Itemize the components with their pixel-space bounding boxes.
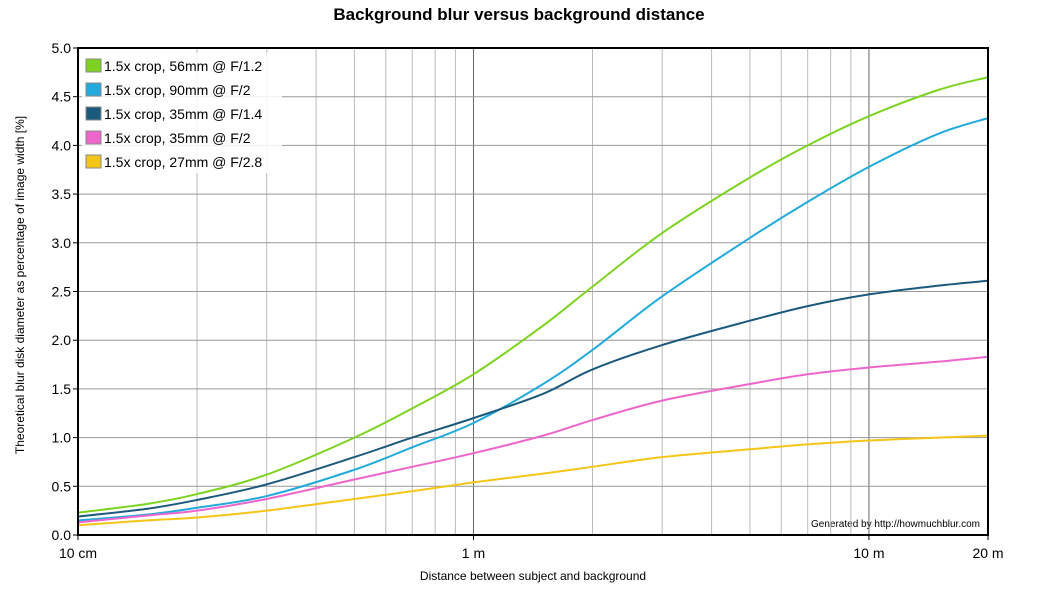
- y-tick-label: 3.5: [52, 186, 72, 202]
- series-line: [77, 279, 989, 518]
- y-tick-label: 5.0: [52, 40, 72, 56]
- x-tick-label: 1 m: [462, 545, 485, 561]
- plot-frame: [77, 47, 989, 536]
- x-tick-label: 20 m: [972, 545, 1003, 561]
- legend-swatch: [85, 154, 102, 169]
- legend-swatch: [85, 58, 102, 73]
- legend-label: 1.5x crop, 27mm @ F/2.8: [104, 154, 262, 170]
- legend-swatch: [85, 82, 102, 97]
- series-line: [77, 76, 989, 514]
- series-lines: [77, 76, 989, 527]
- y-tick-label: 3.0: [52, 235, 72, 251]
- chart-title: Background blur versus background distan…: [333, 5, 705, 24]
- credit-text: Generated by http://howmuchblur.com: [811, 519, 980, 530]
- series-line: [77, 117, 989, 522]
- y-tick-label: 1.5: [52, 381, 72, 397]
- y-tick-label: 1.0: [52, 430, 72, 446]
- y-tick-label: 2.5: [52, 284, 72, 300]
- x-tick-label: 10 cm: [59, 545, 97, 561]
- y-tick-label: 2.0: [52, 332, 72, 348]
- legend-label: 1.5x crop, 35mm @ F/1.4: [104, 106, 262, 122]
- legend-background: [82, 53, 282, 173]
- legend-label: 1.5x crop, 90mm @ F/2: [104, 82, 251, 98]
- legend-label: 1.5x crop, 35mm @ F/2: [104, 130, 251, 146]
- axis-ticks: 0.0 0.5 1.0 1.5 2.0 2.5 3.0 3.5 4.0 4.5 5.0 10 cm 1 …: [52, 40, 1004, 561]
- y-tick-label: 4.5: [52, 89, 72, 105]
- legend: 1.5x crop, 56mm @ F/1.2 1.5x crop, 90mm @…: [82, 53, 282, 173]
- y-tick-label: 0.0: [52, 527, 72, 543]
- series-line: [77, 355, 989, 524]
- series-line: [77, 434, 989, 527]
- legend-label: 1.5x crop, 56mm @ F/1.2: [104, 58, 262, 74]
- x-tick-label: 10 m: [853, 545, 884, 561]
- legend-swatch: [85, 106, 102, 121]
- y-tick-label: 0.5: [52, 478, 72, 494]
- y-tick-label: 4.0: [52, 137, 72, 153]
- legend-swatch: [85, 130, 102, 145]
- x-axis-label: Distance between subject and background: [419, 569, 647, 583]
